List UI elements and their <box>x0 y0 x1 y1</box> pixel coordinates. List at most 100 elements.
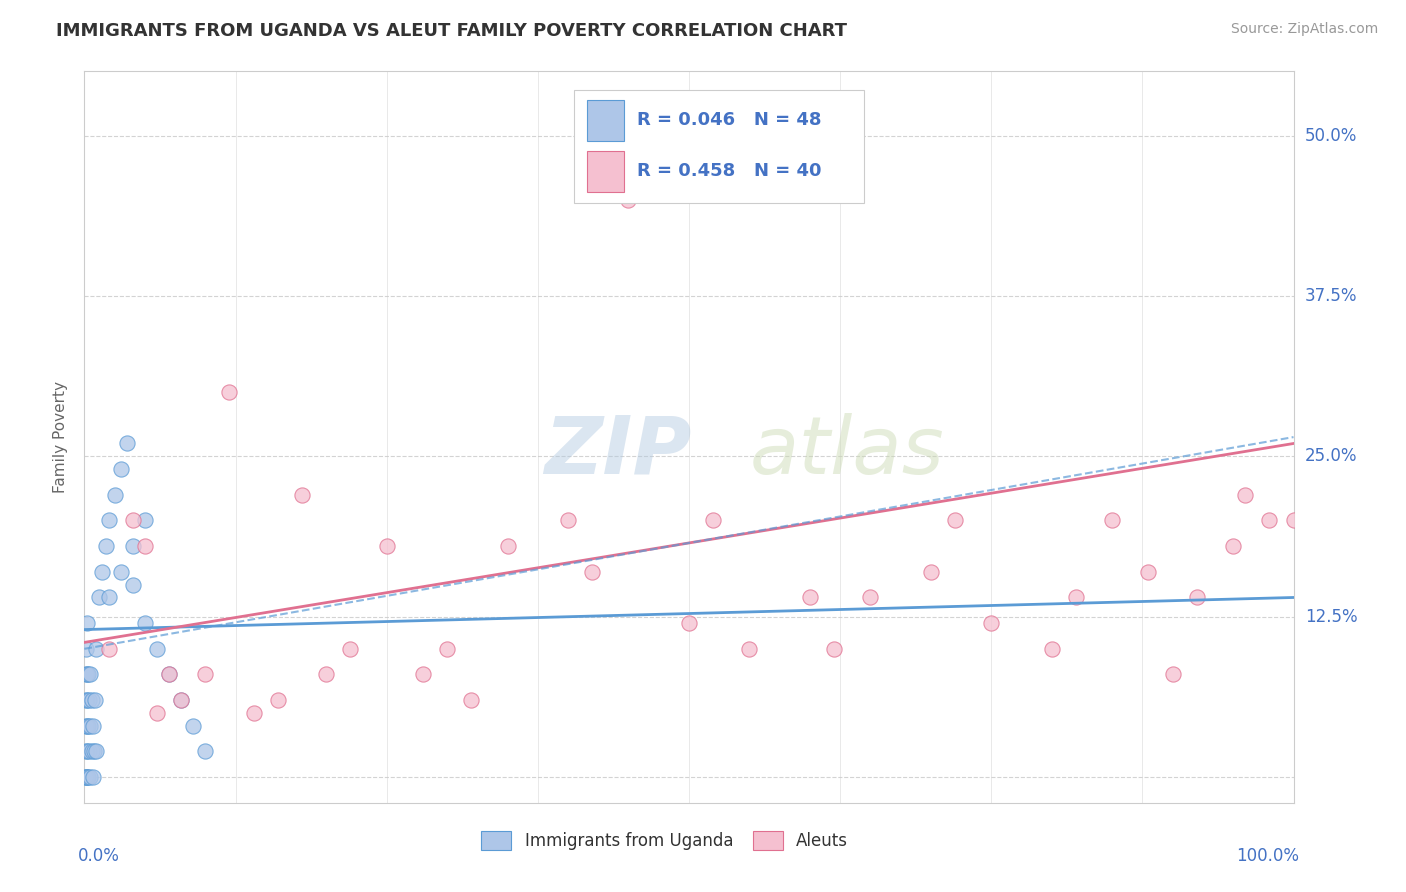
Point <box>75 693 97 707</box>
Point <box>218 385 240 400</box>
Point <box>97 641 120 656</box>
Point <box>859 591 882 605</box>
Point <box>134 616 156 631</box>
Point <box>267 693 290 707</box>
Point <box>84 693 107 707</box>
Point <box>75 770 97 784</box>
Point <box>86 641 108 656</box>
Point <box>87 591 110 605</box>
Point <box>76 693 98 707</box>
Text: IMMIGRANTS FROM UGANDA VS ALEUT FAMILY POVERTY CORRELATION CHART: IMMIGRANTS FROM UGANDA VS ALEUT FAMILY P… <box>56 22 848 40</box>
Point <box>1064 591 1087 605</box>
Point <box>157 667 180 681</box>
Point <box>97 591 120 605</box>
Point <box>79 667 101 681</box>
FancyBboxPatch shape <box>588 100 624 142</box>
Point <box>77 667 100 681</box>
Legend: Immigrants from Uganda, Aleuts: Immigrants from Uganda, Aleuts <box>474 824 855 856</box>
Point <box>920 565 942 579</box>
Point <box>181 719 204 733</box>
Point <box>134 539 156 553</box>
Point <box>121 514 143 528</box>
Point <box>76 616 98 631</box>
Point <box>581 565 603 579</box>
Point <box>75 744 97 758</box>
Text: 100.0%: 100.0% <box>1236 847 1299 864</box>
Point <box>75 719 97 733</box>
Text: R = 0.046   N = 48: R = 0.046 N = 48 <box>637 112 821 129</box>
Point <box>82 719 104 733</box>
Point <box>75 770 97 784</box>
Point <box>1222 539 1244 553</box>
Point <box>1040 641 1063 656</box>
Point <box>86 744 108 758</box>
Point <box>82 770 104 784</box>
Point <box>76 667 98 681</box>
Point <box>75 641 97 656</box>
Point <box>315 667 337 681</box>
Text: 50.0%: 50.0% <box>1305 127 1357 145</box>
Point <box>823 641 845 656</box>
Point <box>94 539 117 553</box>
Point <box>460 693 482 707</box>
Point <box>1282 514 1305 528</box>
Point <box>1258 514 1281 528</box>
Point <box>436 641 458 656</box>
Point <box>557 514 579 528</box>
Point <box>76 770 98 784</box>
Text: 37.5%: 37.5% <box>1305 287 1357 305</box>
Point <box>291 488 314 502</box>
Point <box>76 744 98 758</box>
Point <box>134 514 156 528</box>
Point <box>77 719 100 733</box>
Point <box>115 436 138 450</box>
Point <box>1185 591 1208 605</box>
Point <box>75 667 97 681</box>
Point <box>702 514 724 528</box>
Point <box>799 591 821 605</box>
Text: R = 0.458   N = 40: R = 0.458 N = 40 <box>637 162 821 180</box>
Point <box>77 744 100 758</box>
Point <box>104 488 127 502</box>
Point <box>75 770 97 784</box>
Point <box>110 462 132 476</box>
Point <box>678 616 700 631</box>
Point <box>157 667 180 681</box>
Point <box>375 539 398 553</box>
Point <box>91 565 114 579</box>
Point <box>1101 514 1123 528</box>
Point <box>194 744 217 758</box>
Point <box>1161 667 1184 681</box>
Point <box>146 706 169 720</box>
Point <box>79 719 101 733</box>
Point <box>194 667 217 681</box>
Point <box>1234 488 1257 502</box>
Point <box>146 641 169 656</box>
Point <box>738 641 761 656</box>
Point <box>242 706 264 720</box>
Text: 12.5%: 12.5% <box>1305 607 1357 625</box>
Point <box>339 641 361 656</box>
Point <box>170 693 193 707</box>
Point <box>980 616 1002 631</box>
Text: atlas: atlas <box>749 413 945 491</box>
Point <box>80 693 103 707</box>
Point <box>97 514 120 528</box>
Y-axis label: Family Poverty: Family Poverty <box>53 381 69 493</box>
Text: 25.0%: 25.0% <box>1305 447 1357 466</box>
Point <box>76 719 98 733</box>
FancyBboxPatch shape <box>574 90 865 203</box>
Point <box>617 193 640 207</box>
Text: ZIP: ZIP <box>544 413 692 491</box>
Point <box>83 744 105 758</box>
Point <box>80 744 103 758</box>
Text: 0.0%: 0.0% <box>79 847 120 864</box>
Point <box>77 693 100 707</box>
FancyBboxPatch shape <box>588 152 624 193</box>
Text: Source: ZipAtlas.com: Source: ZipAtlas.com <box>1230 22 1378 37</box>
Point <box>121 539 143 553</box>
Point <box>412 667 434 681</box>
Point <box>110 565 132 579</box>
Point <box>79 770 101 784</box>
Point <box>496 539 519 553</box>
